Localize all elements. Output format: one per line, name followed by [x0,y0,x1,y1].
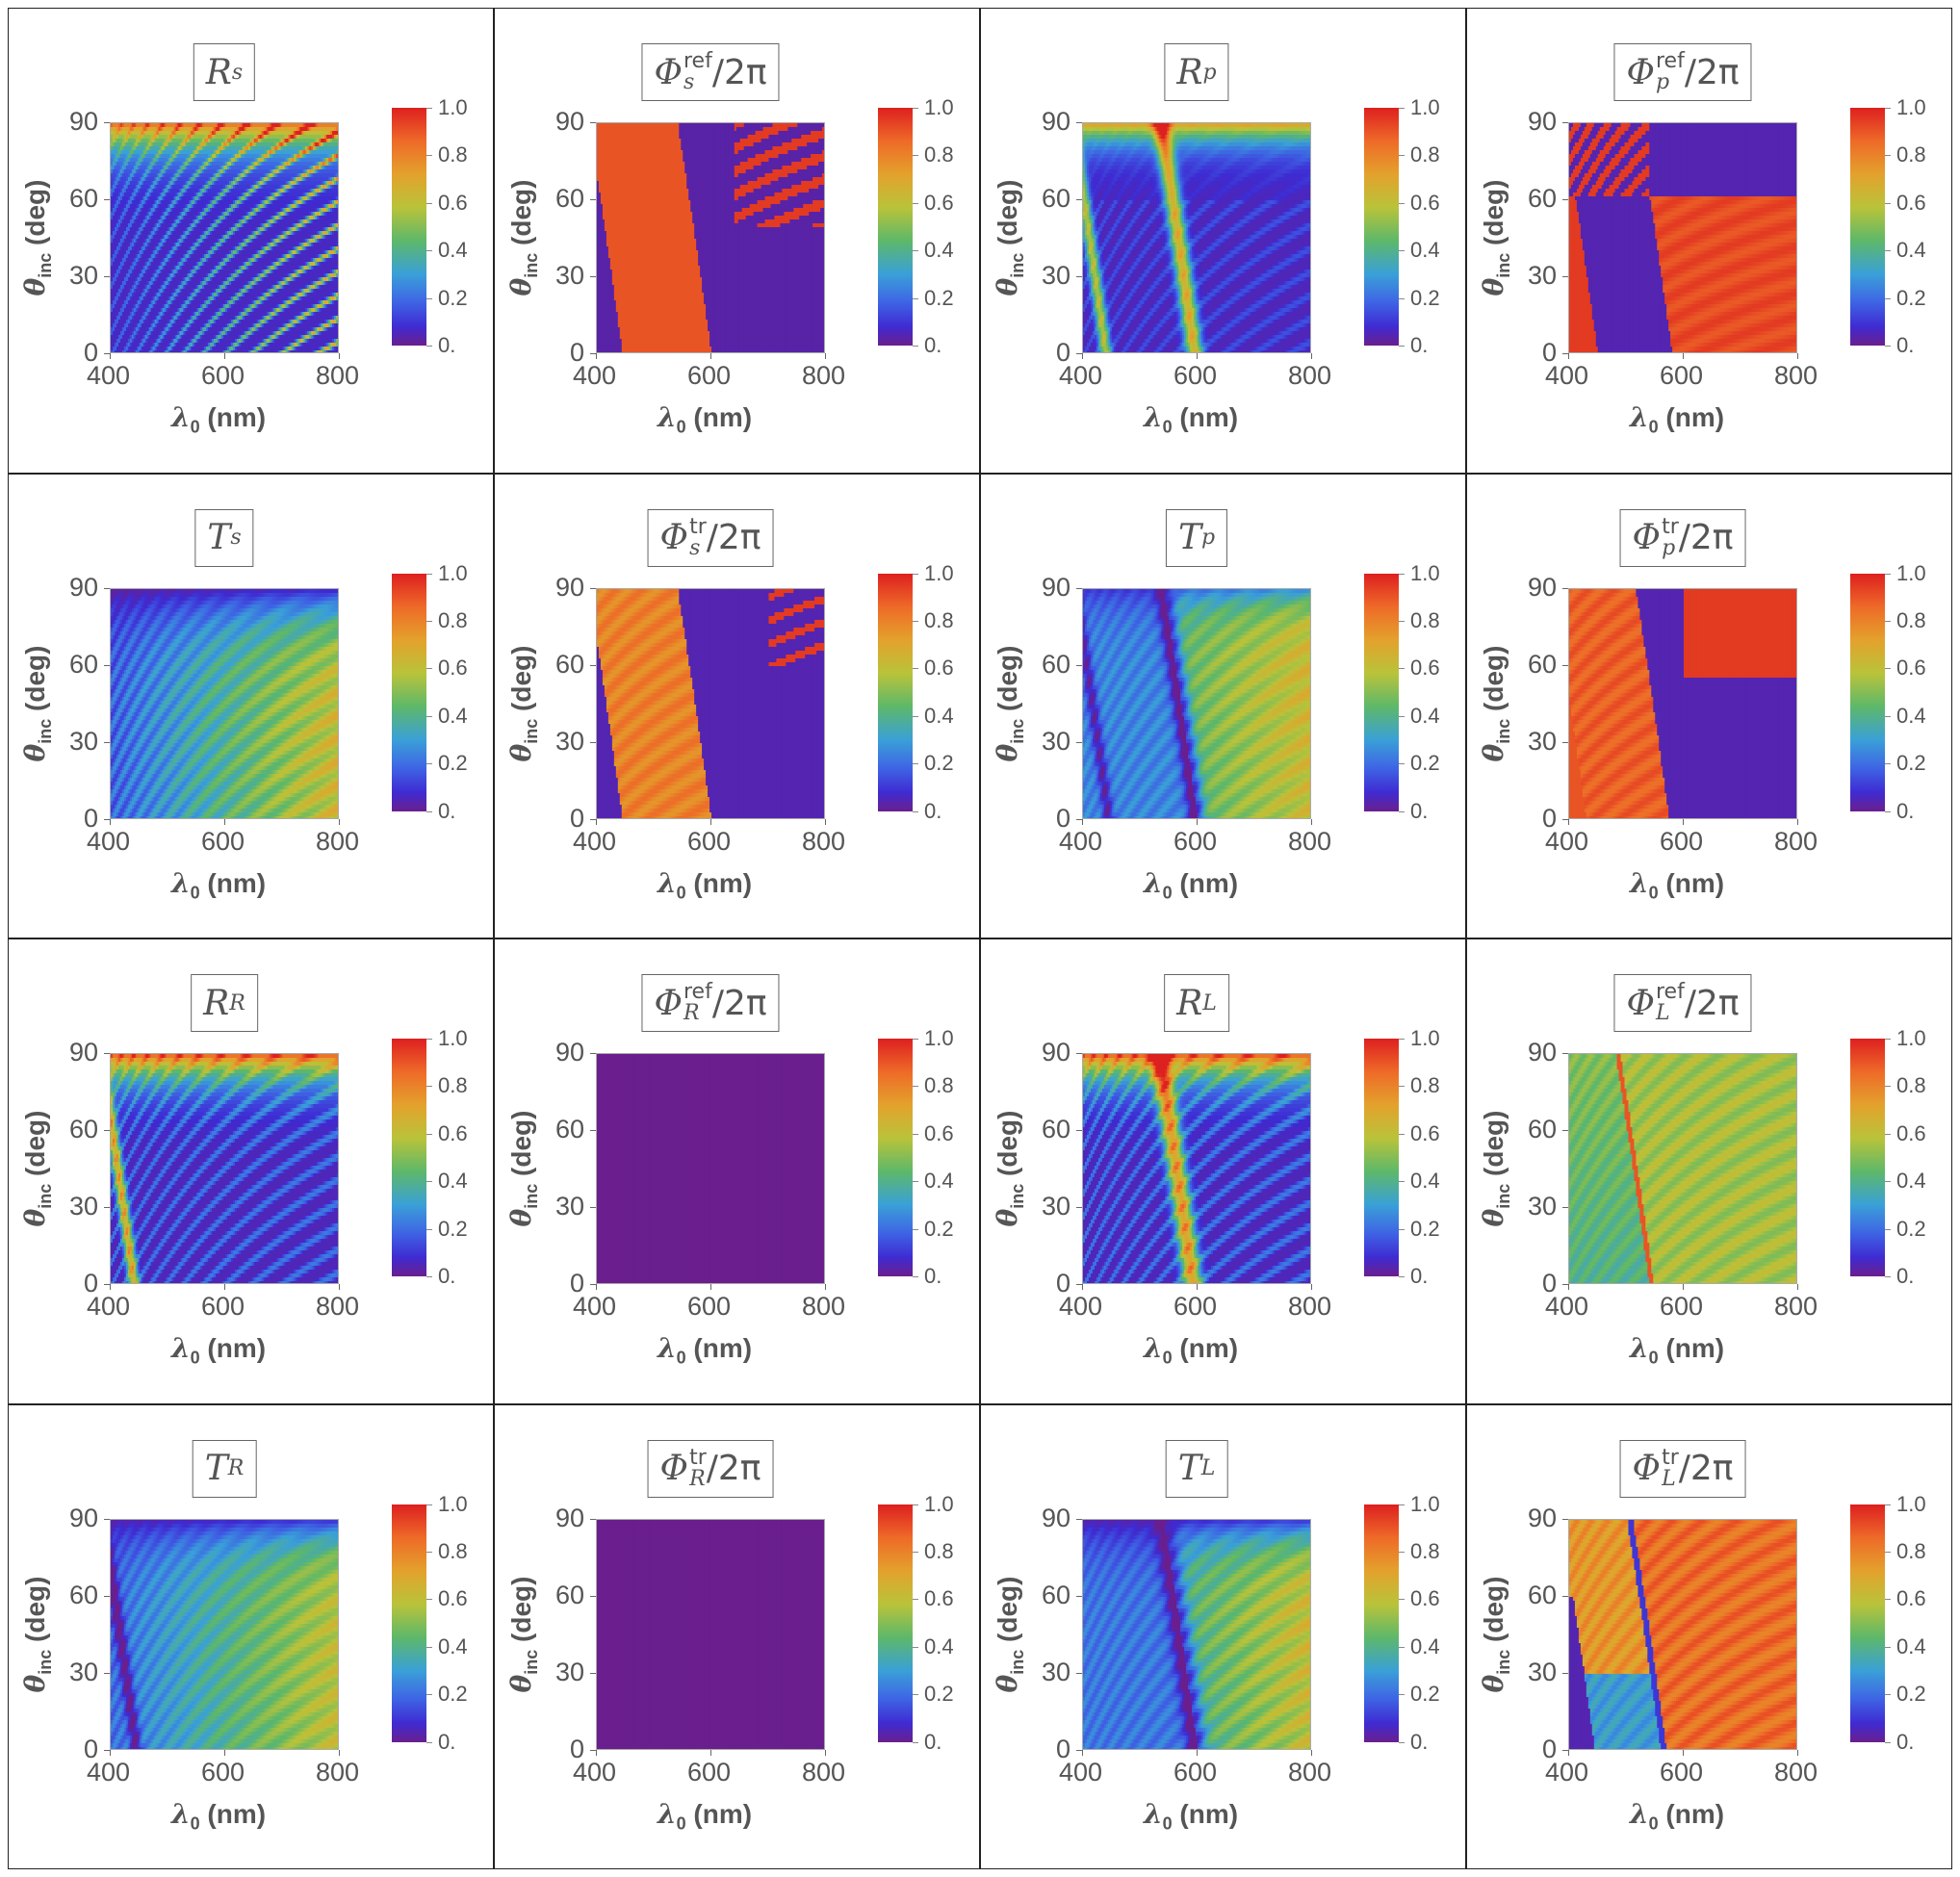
heatmap-cell [338,239,339,244]
heatmap-cell [338,181,339,186]
heatmap-cell [336,273,339,278]
heatmap-cell [338,123,339,128]
heatmap-cell [336,158,339,163]
heatmap-cell [338,258,339,263]
heatmap-cell [336,196,339,201]
heatmap-cell [336,227,339,232]
heatmap-cell [336,127,339,132]
heatmap-cell [338,166,339,170]
heatmap-cell [336,262,339,267]
heatmap-cell [336,254,339,259]
heatmap-cell [338,162,339,167]
heatmap-cell [338,193,339,197]
heatmap-cell [338,231,339,236]
heatmap-cell [338,200,339,205]
heatmap-cell [338,250,339,255]
heatmap-cell [338,235,339,240]
heatmap-cell [336,173,339,178]
heatmap-cell [338,246,339,251]
heatmap-cell [336,135,339,140]
heatmap-plot [110,122,339,353]
heatmap-cell [336,258,339,263]
heatmap-cell [338,185,339,190]
heatmap-cell [336,212,339,217]
heatmap-cell [338,270,339,274]
heatmap-cell [336,216,339,220]
heatmap-cell [338,273,339,278]
heatmap-cell [338,142,339,147]
heatmap-cell [336,177,339,182]
heatmap-cell [336,131,339,136]
heatmap-cell [336,250,339,255]
heatmap-cell [336,139,339,143]
heatmap-cell [336,150,339,155]
heatmap-cell [336,266,339,270]
heatmap-cell [338,150,339,155]
heatmap-cell [338,139,339,143]
heatmap-cell [338,158,339,163]
heatmap-cell [336,123,339,128]
heatmap-cell [338,223,339,228]
heatmap-cell [336,166,339,170]
heatmap-cell [338,204,339,209]
heatmap-cell [338,177,339,182]
heatmap-cell [336,185,339,190]
heatmap-cell [338,254,339,259]
heatmap-cell [338,219,339,224]
heatmap-cell [336,231,339,236]
heatmap-cell [338,154,339,159]
heatmap-cell [338,169,339,174]
heatmap-cell [338,208,339,213]
heatmap-cell [338,196,339,201]
heatmap-cell [338,173,339,178]
heatmap-cell [338,189,339,193]
heatmap-cell [336,200,339,205]
heatmap-cell [336,189,339,193]
heatmap-cell [338,227,339,232]
heatmap-cell [338,216,339,220]
heatmap-cell [336,270,339,274]
heatmap-cell [338,243,339,247]
heatmap-cell [336,235,339,240]
heatmap-cell [338,266,339,270]
heatmap-cell [336,223,339,228]
heatmap-cell [336,239,339,244]
heatmap-cell [336,208,339,213]
heatmap-cell [336,219,339,224]
heatmap-cell [338,146,339,151]
heatmap-cell [336,204,339,209]
heatmap-cell [338,127,339,132]
title-symbol: R [206,53,232,92]
heatmap-cell [336,246,339,251]
heatmap-cell [338,131,339,136]
heatmap-cell [336,277,339,282]
heatmap-cell [338,212,339,217]
heatmap-cell [336,169,339,174]
heatmap-cell [336,162,339,167]
heatmap-cell [338,135,339,140]
title-subscript: s [232,61,243,85]
heatmap-cell [338,277,339,282]
heatmap-cell [338,262,339,267]
heatmap-cell [336,243,339,247]
heatmap-cell [336,181,339,186]
heatmap-cell [336,154,339,159]
heatmap-cell [336,142,339,147]
heatmap-cell [336,193,339,197]
heatmap-cell [336,146,339,151]
